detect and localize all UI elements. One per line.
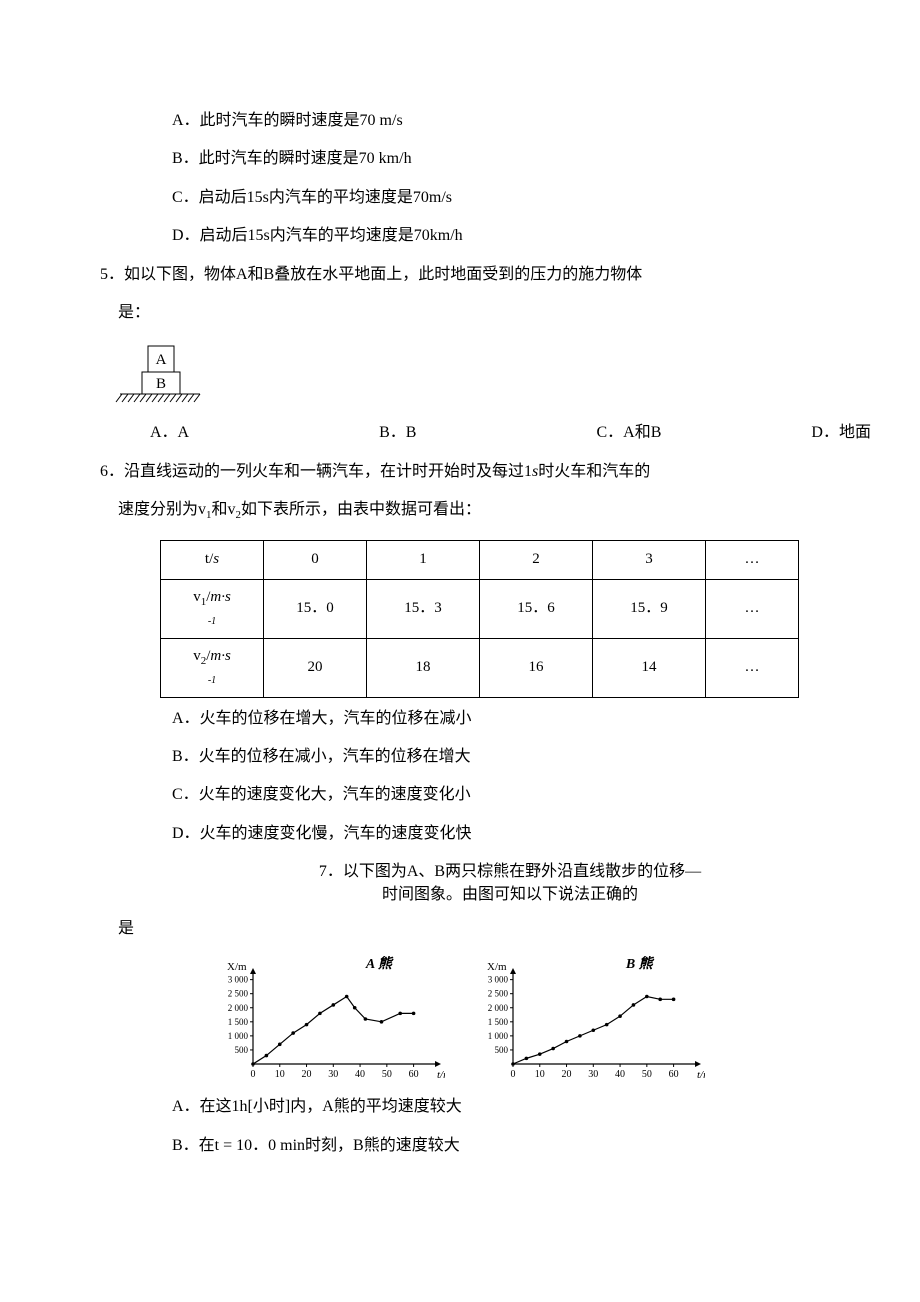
svg-text:1 500: 1 500 bbox=[228, 1017, 249, 1027]
q7-option-a: A．在这1h[小时]内，A熊的平均速度较大 bbox=[172, 1096, 820, 1118]
q4-option-a: A．此时汽车的瞬时速度是70 m/s bbox=[172, 110, 820, 132]
svg-text:60: 60 bbox=[669, 1069, 679, 1080]
q6-stem-line1: 6．沿直线运动的一列火车和一辆汽车，在计时开始时及每过1s时火车和汽车的 bbox=[100, 461, 820, 483]
q6-row1-head: v1/m·s-1 bbox=[161, 579, 264, 638]
q5-stem-line2: 是： bbox=[118, 302, 820, 324]
svg-text:t/min: t/min bbox=[437, 1069, 445, 1081]
svg-text:2 000: 2 000 bbox=[228, 1003, 249, 1013]
q6-option-d: D．火车的速度变化慢，汽车的速度变化快 bbox=[172, 823, 820, 845]
svg-text:40: 40 bbox=[615, 1069, 625, 1080]
svg-text:t/min: t/min bbox=[697, 1069, 705, 1081]
svg-text:X/m: X/m bbox=[487, 961, 507, 973]
q6-row2-head: v2/m·s-1 bbox=[161, 638, 264, 697]
q6-row2-c1: 18 bbox=[367, 638, 480, 697]
q6-th-0: t/s bbox=[161, 540, 264, 579]
svg-text:500: 500 bbox=[495, 1045, 509, 1055]
svg-text:2 500: 2 500 bbox=[488, 989, 509, 999]
svg-text:20: 20 bbox=[562, 1069, 572, 1080]
q4-option-c: C．启动后15s内汽车的平均速度是70m/s bbox=[172, 187, 820, 209]
svg-text:50: 50 bbox=[642, 1069, 652, 1080]
q7-option-b: B．在t = 10．0 min时刻，B熊的速度较大 bbox=[172, 1135, 820, 1157]
q6-stem-line2: 速度分别为v1和v2如下表所示，由表中数据可看出： bbox=[118, 499, 820, 524]
q7-stem-line3: 是 bbox=[118, 918, 820, 940]
q5-option-d: D．地面 bbox=[811, 422, 871, 444]
svg-text:10: 10 bbox=[535, 1069, 545, 1080]
q6-row1-c3: 15．9 bbox=[593, 579, 706, 638]
svg-text:500: 500 bbox=[235, 1045, 249, 1055]
svg-text:A 熊: A 熊 bbox=[365, 956, 394, 972]
q6-row2-c3: 14 bbox=[593, 638, 706, 697]
q7-chart-b: B 熊 X/m 500 1 000 1 500 2 000 2 500 3 000 0 10 20 3… bbox=[475, 956, 705, 1086]
svg-text:1 000: 1 000 bbox=[488, 1031, 509, 1041]
q6-row2-c0: 20 bbox=[264, 638, 367, 697]
q6-row1-c0: 15．0 bbox=[264, 579, 367, 638]
page: A．此时汽车的瞬时速度是70 m/s B．此时汽车的瞬时速度是70 km/h C… bbox=[0, 0, 920, 1233]
q7-charts: A 熊X/m5001 0001 5002 0002 5003 000010203… bbox=[100, 956, 820, 1086]
q6-option-b: B．火车的位移在减小，汽车的位移在增大 bbox=[172, 746, 820, 768]
q5-stem-line1: 5．如以下图，物体A和B叠放在水平地面上，此时地面受到的压力的施力物体 bbox=[100, 264, 820, 286]
svg-text:0: 0 bbox=[511, 1069, 516, 1080]
q6-th-5: … bbox=[706, 540, 799, 579]
q6-th-2: 1 bbox=[367, 540, 480, 579]
svg-text:1 000: 1 000 bbox=[228, 1031, 249, 1041]
svg-text:3 000: 3 000 bbox=[228, 975, 249, 985]
q6-option-a: A．火车的位移在增大，汽车的位移在减小 bbox=[172, 708, 820, 730]
svg-text:X/m: X/m bbox=[227, 961, 247, 973]
q5-option-c: C．A和B bbox=[596, 422, 661, 444]
q5-option-b: B．B bbox=[379, 422, 416, 444]
q6-row2-c4: … bbox=[706, 638, 799, 697]
q7-stem-line2: 时间图象。由图可知以下说法正确的 bbox=[220, 884, 800, 906]
q6-th-1: 0 bbox=[264, 540, 367, 579]
q5-diagram: A B bbox=[100, 340, 820, 410]
svg-text:1 500: 1 500 bbox=[488, 1017, 509, 1027]
q4-option-d: D．启动后15s内汽车的平均速度是70km/h bbox=[172, 225, 820, 247]
q6-row1-c4: … bbox=[706, 579, 799, 638]
svg-text:2 000: 2 000 bbox=[488, 1003, 509, 1013]
q6-row2-c2: 16 bbox=[480, 638, 593, 697]
svg-text:3 000: 3 000 bbox=[488, 975, 509, 985]
q6-th-4: 3 bbox=[593, 540, 706, 579]
q4-option-b: B．此时汽车的瞬时速度是70 km/h bbox=[172, 148, 820, 170]
svg-text:20: 20 bbox=[302, 1069, 312, 1080]
q5-option-a: A．A bbox=[150, 422, 189, 444]
svg-text:2 500: 2 500 bbox=[228, 989, 249, 999]
q6-row1-c2: 15．6 bbox=[480, 579, 593, 638]
diagram-label-a: A bbox=[156, 352, 167, 368]
q6-option-c: C．火车的速度变化大，汽车的速度变化小 bbox=[172, 784, 820, 806]
svg-text:B 熊: B 熊 bbox=[625, 956, 655, 972]
svg-text:30: 30 bbox=[328, 1069, 338, 1080]
q6-row1-c1: 15．3 bbox=[367, 579, 480, 638]
q6-table: t/s0123…v1/m·s-115．015．315．615．9…v2/m·s-… bbox=[160, 540, 799, 698]
svg-text:60: 60 bbox=[409, 1069, 419, 1080]
q6-th-3: 2 bbox=[480, 540, 593, 579]
q7-stem-line1: 7．以下图为A、B两只棕熊在野外沿直线散步的位移— bbox=[220, 861, 800, 883]
svg-text:10: 10 bbox=[275, 1069, 285, 1080]
diagram-label-b: B bbox=[156, 376, 166, 392]
svg-text:40: 40 bbox=[355, 1069, 365, 1080]
svg-text:50: 50 bbox=[382, 1069, 392, 1080]
q5-options-row: A．AB．BC．A和BD．地面 bbox=[150, 422, 820, 444]
q7-chart-a: A 熊 X/m 500 1 000 1 500 2 000 2 500 3 000 0 10 20 3… bbox=[215, 956, 445, 1086]
svg-text:30: 30 bbox=[588, 1069, 598, 1080]
svg-text:0: 0 bbox=[251, 1069, 256, 1080]
